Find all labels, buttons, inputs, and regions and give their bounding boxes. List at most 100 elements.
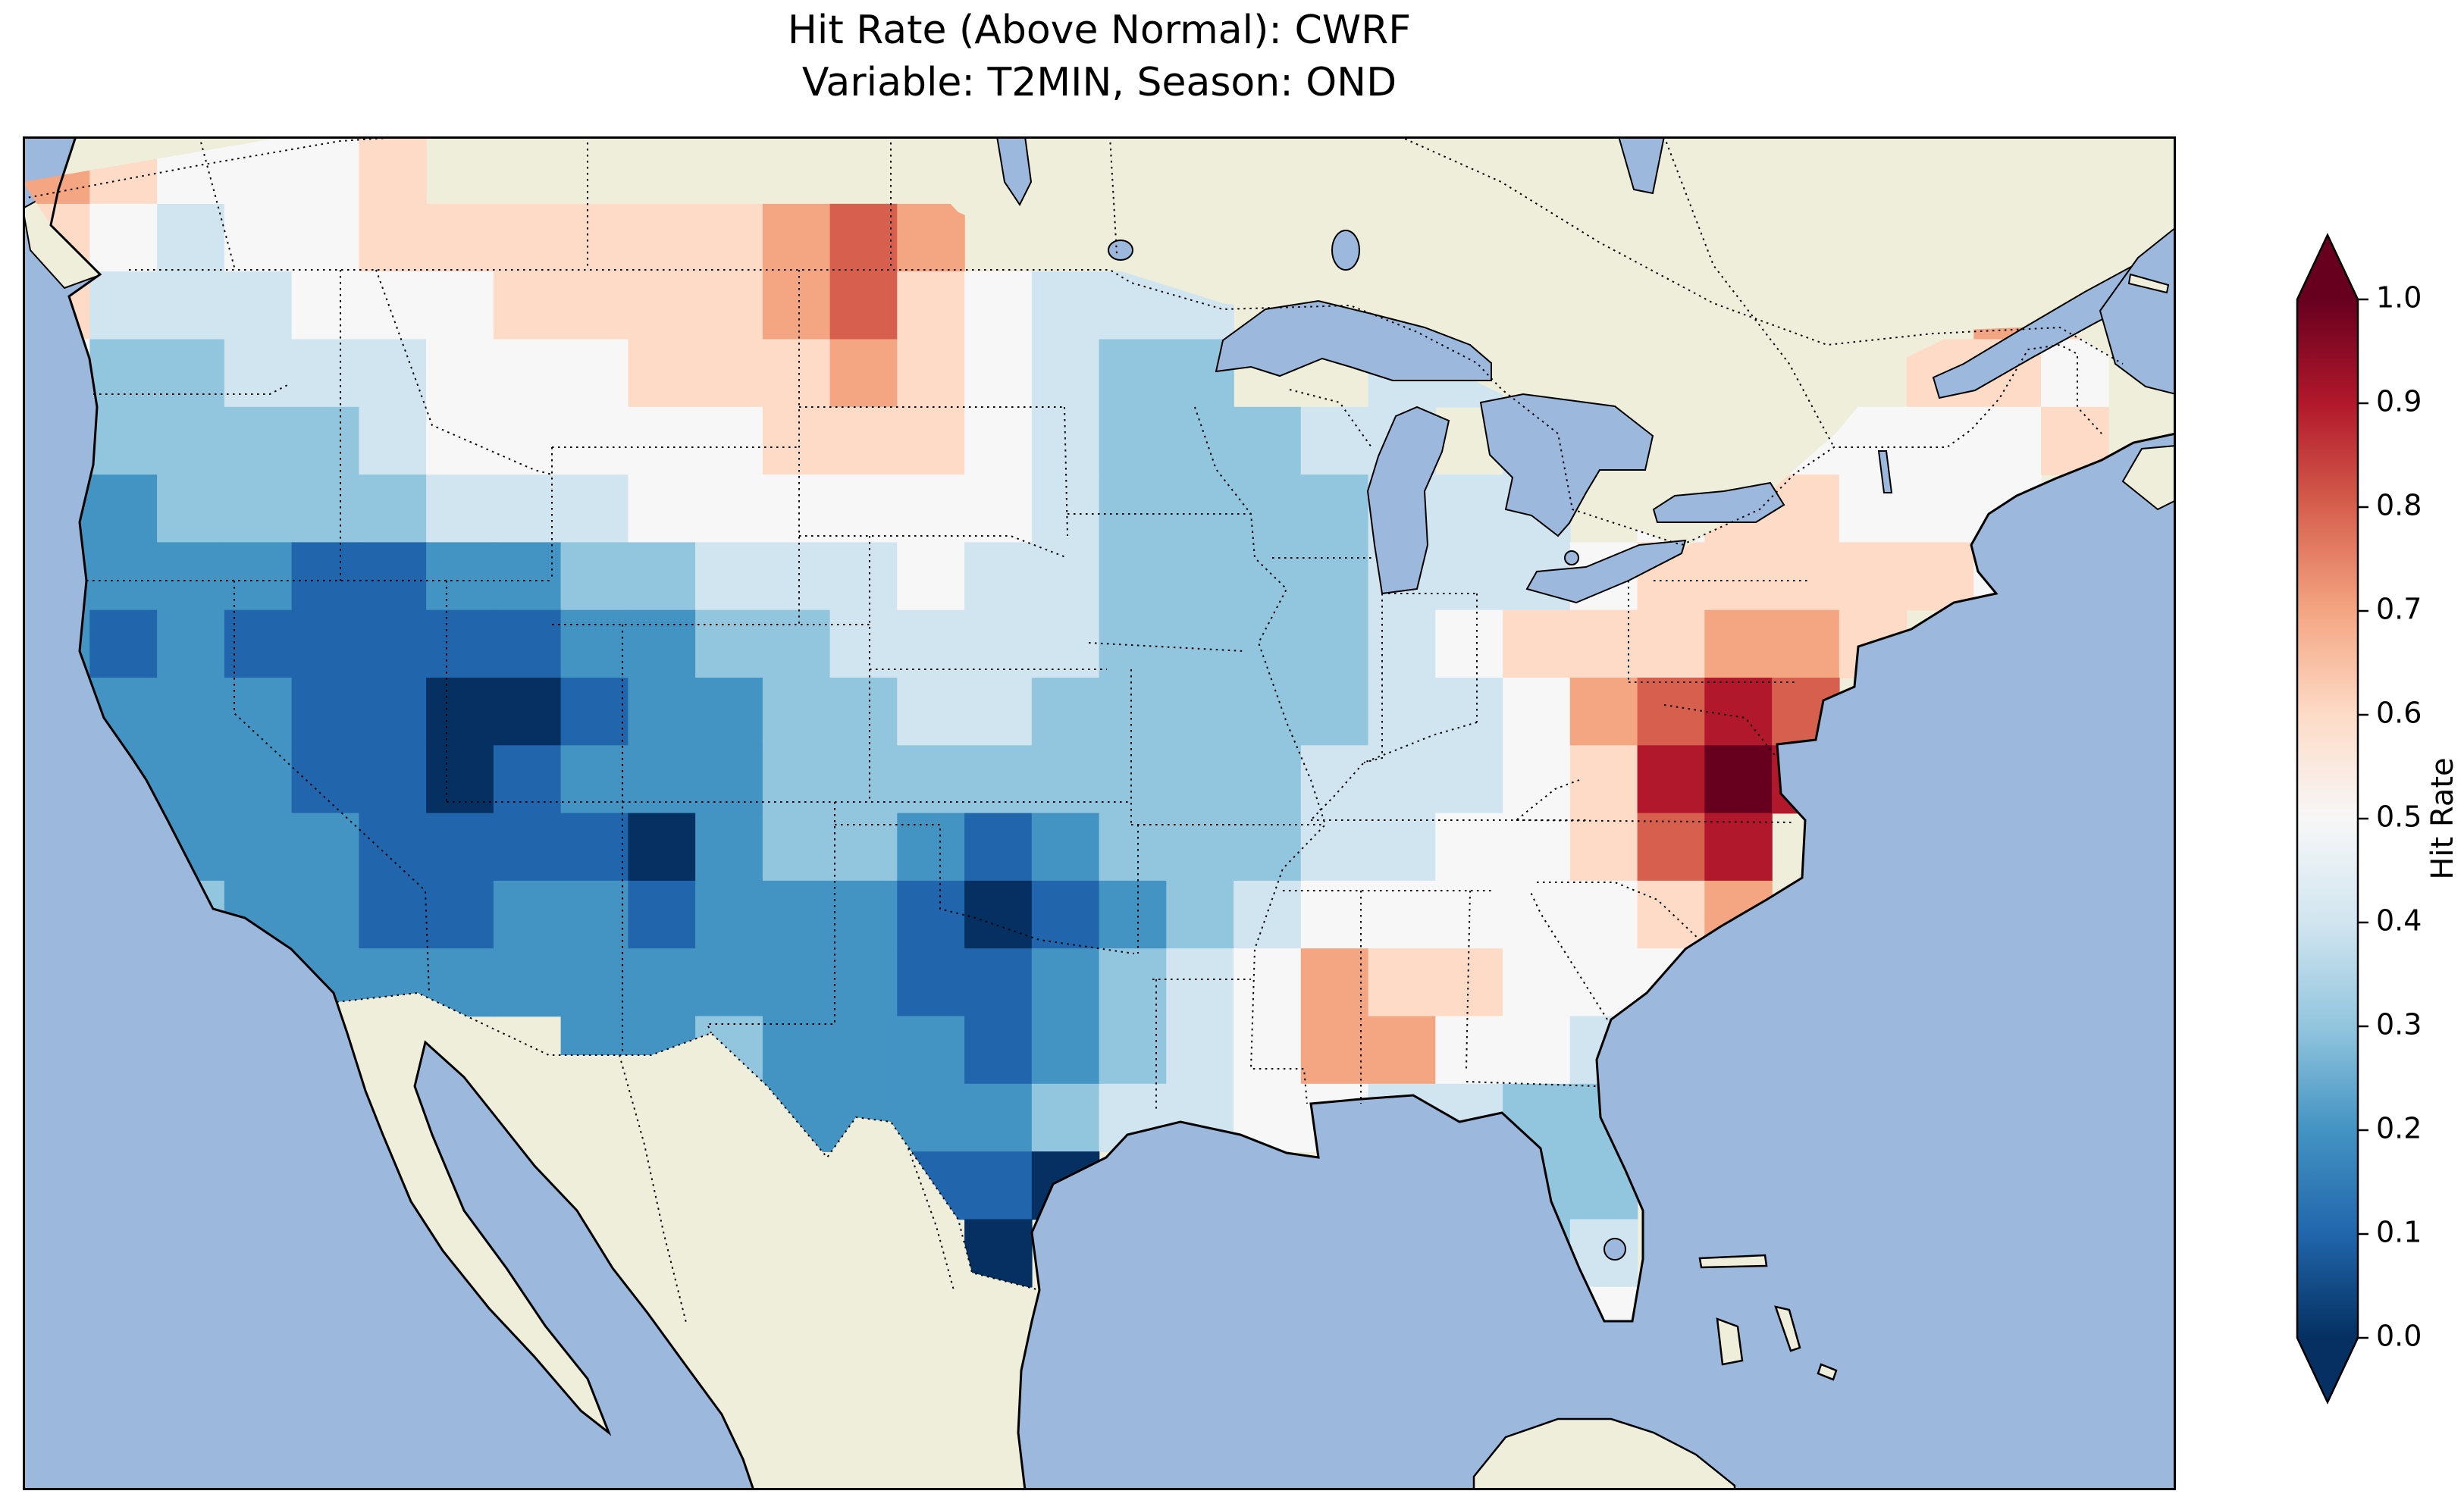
grid-cell: [1300, 880, 1369, 949]
grand-bahama: [1698, 1254, 1768, 1269]
grid-cell: [897, 880, 965, 949]
grid-cell: [426, 745, 494, 814]
grid-cell: [291, 271, 360, 340]
grid-cell: [426, 406, 494, 475]
carolinas-va-borders: [1516, 779, 1795, 1020]
grid-cell: [628, 609, 696, 678]
grid-cell: [1704, 678, 1773, 747]
grid-cell: [1031, 678, 1100, 747]
grid-cell: [964, 948, 1033, 1017]
grid-cell: [1166, 475, 1234, 543]
grid-cell: [291, 813, 360, 882]
grid-cell: [224, 136, 293, 205]
colorbar-tick-label: 1.0: [2376, 281, 2422, 315]
grid-cell: [1031, 745, 1100, 814]
grid-cell: [291, 609, 360, 678]
grid-cell: [1099, 813, 1168, 882]
grid-cell: [157, 609, 225, 678]
grid-cell: [695, 745, 763, 814]
grid-cell: [628, 880, 696, 949]
grid-cell: [493, 542, 562, 611]
nm-tx-border: [706, 802, 835, 1034]
grid-cell: [964, 745, 1033, 814]
grid-cell: [762, 880, 831, 949]
grid-cell: [829, 271, 898, 340]
grid-cell: [493, 948, 562, 1017]
grid-cell: [964, 1016, 1033, 1085]
grid-cell: [1435, 1016, 1503, 1085]
grid-cell: [157, 475, 225, 543]
grid-cell: [829, 609, 898, 678]
caribbean-islands: [1472, 1254, 1838, 1490]
grid-cell: [829, 475, 898, 543]
grid-cell: [1368, 813, 1437, 882]
grid-cell: [1031, 880, 1100, 949]
grid-cell: [1637, 678, 1706, 747]
grid-cell: [224, 271, 293, 340]
grid-cell: [224, 542, 293, 611]
grid-cell: [1569, 813, 1638, 882]
grid-cell: [1234, 406, 1302, 475]
grid-cell: [560, 880, 629, 949]
grid-cell: [897, 475, 965, 543]
grid-cell: [291, 475, 360, 543]
grid-cell: [1368, 745, 1437, 814]
grid-cell: [1906, 406, 1975, 475]
colorbar-tick-label: 0.8: [2376, 489, 2422, 522]
grid-cell: [493, 813, 562, 882]
colorbar-tick-label: 0.0: [2376, 1320, 2422, 1353]
grid-cell: [695, 880, 763, 949]
grid-cell: [493, 271, 562, 340]
cuba: [1472, 1417, 1736, 1490]
lake-michigan: [1366, 406, 1450, 595]
grid-cell: [897, 406, 965, 475]
ne-ks-borders: [870, 669, 1132, 825]
grid-cell: [695, 948, 763, 1017]
grid-cell: [224, 745, 293, 814]
grid-cell: [560, 542, 629, 611]
grid-cell: [560, 678, 629, 747]
grid-cell: [359, 136, 427, 205]
grid-cell: [897, 271, 965, 340]
grid-cell: [1300, 678, 1369, 747]
grid-cell: [224, 813, 293, 882]
grid-cell: [560, 609, 629, 678]
grid-cell: [695, 475, 763, 543]
grid-cell: [1435, 813, 1503, 882]
colorbar-extend-min-arrow: [2297, 1338, 2358, 1402]
grid-cell: [628, 475, 696, 543]
grid-cell: [1166, 745, 1234, 814]
grid-cell: [1031, 813, 1100, 882]
colorbar-tick-label: 0.1: [2376, 1216, 2422, 1249]
ia-mo-borders: [1067, 513, 1325, 954]
bahamas-cay: [1817, 1363, 1838, 1381]
grid-cell: [1435, 475, 1503, 543]
grid-cell: [897, 542, 965, 611]
grid-cell: [897, 948, 965, 1017]
grid-cell: [493, 678, 562, 747]
grid-cell: [1099, 678, 1168, 747]
grid-cell: [1503, 1016, 1571, 1085]
grid-cell: [89, 542, 158, 611]
grid-cell: [829, 745, 898, 814]
great-lakes: [995, 136, 2176, 1261]
grid-cell: [1099, 406, 1168, 475]
grid-cell: [1166, 678, 1234, 747]
gulf-of-st-lawrence: [2099, 226, 2176, 396]
grid-cell: [1368, 948, 1437, 1017]
grid-cell: [1234, 813, 1302, 882]
grid-cell: [359, 678, 427, 747]
grid-cell: [157, 271, 225, 340]
grid-cell: [1772, 542, 1840, 611]
grid-cell: [762, 406, 831, 475]
grid-cell: [89, 406, 158, 475]
eleuthera: [1774, 1305, 1801, 1352]
grid-cell: [426, 271, 494, 340]
grid-cell: [829, 678, 898, 747]
grid-cell: [426, 339, 494, 408]
grid-cell: [560, 203, 629, 272]
grid-cell: [1031, 1016, 1100, 1085]
grid-cell: [157, 678, 225, 747]
figure-title: Hit Rate (Above Normal): CWRF Variable: …: [23, 5, 2176, 108]
grid-cell: [1704, 745, 1773, 814]
